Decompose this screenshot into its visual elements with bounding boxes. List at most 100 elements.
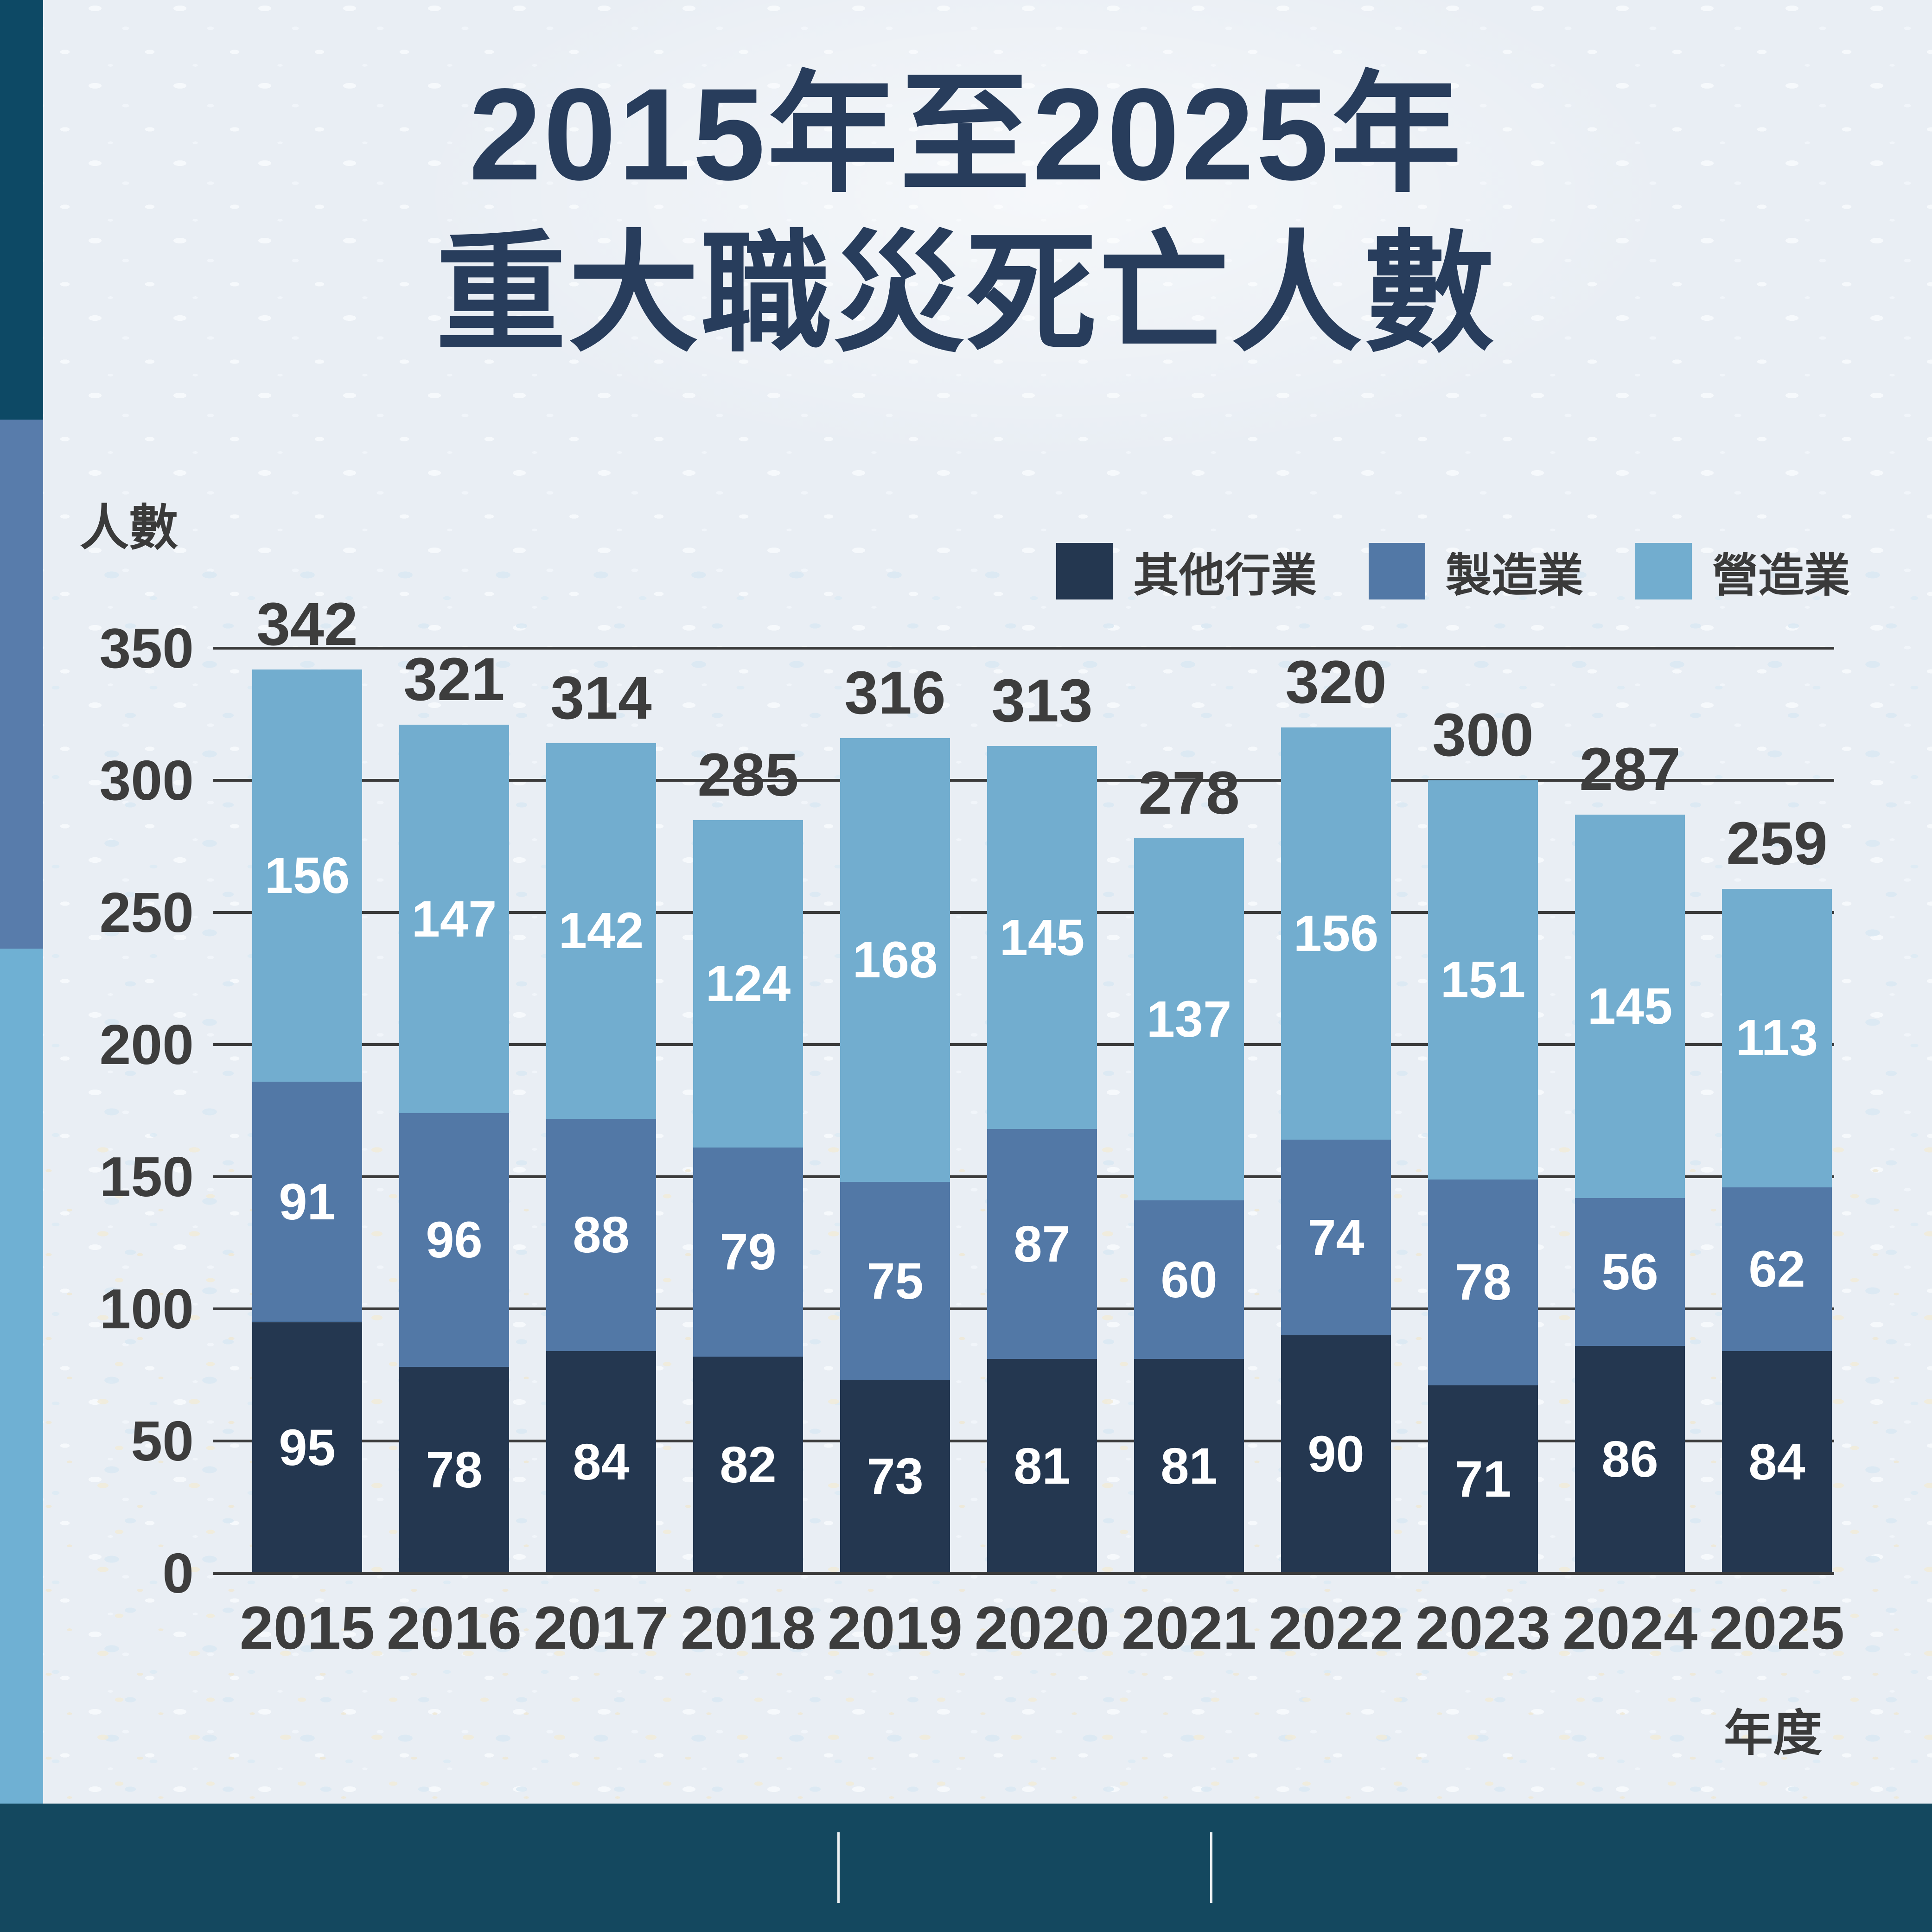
bar-2023-營造業: 151 xyxy=(1428,780,1538,1180)
y-tick-label-100: 100 xyxy=(99,1277,194,1340)
bar-value-label: 82 xyxy=(720,1436,777,1493)
bar-2019-其他行業: 73 xyxy=(840,1380,950,1573)
legend-swatch xyxy=(1635,543,1692,599)
bar-value-label: 145 xyxy=(999,909,1085,966)
y-tick-label-50: 50 xyxy=(131,1409,194,1473)
bar-value-label: 86 xyxy=(1601,1431,1658,1488)
bar-2020-製造業: 87 xyxy=(987,1129,1097,1359)
legend-item-製造業: 製造業 xyxy=(1369,538,1583,605)
bar-value-label: 73 xyxy=(867,1448,924,1505)
bar-2018-營造業: 124 xyxy=(693,820,803,1148)
page-title: 2015年至2025年 重大職災死亡人數 xyxy=(0,55,1932,374)
bar-total-label-2025: 259 xyxy=(1726,809,1828,877)
bar-value-label: 79 xyxy=(720,1223,777,1281)
bar-2021-其他行業: 81 xyxy=(1134,1359,1244,1573)
bar-2015-製造業: 91 xyxy=(252,1081,362,1322)
bar-2021-營造業: 137 xyxy=(1134,838,1244,1201)
bar-2022-其他行業: 90 xyxy=(1281,1335,1391,1573)
page-title-line2: 重大職災死亡人數 xyxy=(435,221,1497,367)
legend: 其他行業 製造業 營造業 xyxy=(1056,538,1850,605)
bar-value-label: 96 xyxy=(426,1211,483,1269)
bar-2022-營造業: 156 xyxy=(1281,727,1391,1140)
y-tick-label-0: 0 xyxy=(162,1542,194,1605)
legend-item-營造業: 營造業 xyxy=(1635,538,1850,605)
bar-2025-營造業: 113 xyxy=(1722,888,1832,1187)
legend-swatch xyxy=(1056,543,1113,599)
bar-2018-製造業: 79 xyxy=(693,1148,803,1357)
bar-2024-其他行業: 86 xyxy=(1575,1345,1685,1573)
bar-2017-其他行業: 84 xyxy=(546,1351,656,1573)
x-axis-line xyxy=(213,1572,1834,1575)
bar-2019-營造業: 168 xyxy=(840,738,950,1182)
left-stripe-blue xyxy=(0,420,43,949)
x-axis-title: 年度 xyxy=(1724,1706,1822,1761)
y-tick-label-200: 200 xyxy=(99,1013,194,1076)
bar-value-label: 113 xyxy=(1735,1009,1818,1067)
bar-value-label: 71 xyxy=(1454,1451,1511,1508)
bar-value-label: 81 xyxy=(1160,1437,1218,1495)
bar-total-label-2017: 314 xyxy=(550,663,652,732)
footer-divider-1 xyxy=(837,1832,840,1903)
footer-bar: SHA 勞動部職業安全衛生署 OCCUPATIONAL SAFETY AND H… xyxy=(0,1804,1932,1932)
bar-value-label: 75 xyxy=(867,1252,924,1310)
bar-2019-製造業: 75 xyxy=(840,1182,950,1380)
legend-item-其他行業: 其他行業 xyxy=(1056,538,1317,605)
bar-2021-製造業: 60 xyxy=(1134,1200,1244,1359)
bar-2017-營造業: 142 xyxy=(546,743,656,1119)
bar-value-label: 56 xyxy=(1601,1243,1658,1301)
bar-2018-其他行業: 82 xyxy=(693,1356,803,1573)
y-axis-title: 人數 xyxy=(80,501,178,555)
bar-value-label: 95 xyxy=(279,1419,336,1476)
y-tick-label-350: 350 xyxy=(99,617,194,680)
bar-value-label: 90 xyxy=(1307,1426,1365,1483)
bar-2016-其他行業: 78 xyxy=(399,1367,509,1573)
y-tick-label-300: 300 xyxy=(99,749,194,812)
y-tick-label-250: 250 xyxy=(99,881,194,944)
bar-value-label: 74 xyxy=(1307,1209,1365,1266)
left-stripe-lightblue xyxy=(0,949,43,1804)
bar-total-label-2021: 278 xyxy=(1138,759,1240,827)
legend-swatch xyxy=(1369,543,1425,599)
bar-value-label: 81 xyxy=(1014,1437,1071,1495)
bar-2015-其他行業: 95 xyxy=(252,1322,362,1573)
bar-2024-製造業: 56 xyxy=(1575,1198,1685,1346)
bar-value-label: 142 xyxy=(558,902,644,960)
bar-value-label: 84 xyxy=(573,1434,630,1491)
bar-value-label: 151 xyxy=(1440,951,1526,1008)
x-tick-label-2025: 2025 xyxy=(1709,1594,1845,1662)
bar-total-label-2020: 313 xyxy=(991,666,1093,734)
bar-value-label: 168 xyxy=(852,931,938,989)
legend-label: 營造業 xyxy=(1712,549,1850,601)
bar-value-label: 84 xyxy=(1748,1434,1805,1491)
bar-value-label: 60 xyxy=(1160,1251,1218,1308)
bar-value-label: 137 xyxy=(1146,991,1232,1048)
bar-value-label: 87 xyxy=(1014,1215,1071,1273)
bar-2022-製造業: 74 xyxy=(1281,1140,1391,1335)
bar-2020-營造業: 145 xyxy=(987,746,1097,1129)
bar-total-label-2018: 285 xyxy=(697,740,799,809)
bar-value-label: 147 xyxy=(411,890,497,948)
bar-value-label: 78 xyxy=(1454,1254,1511,1311)
bar-2015-營造業: 156 xyxy=(252,669,362,1082)
bar-2025-製造業: 62 xyxy=(1722,1187,1832,1352)
legend-label: 製造業 xyxy=(1446,549,1583,601)
bar-value-label: 91 xyxy=(279,1173,336,1231)
bar-2023-製造業: 78 xyxy=(1428,1179,1538,1386)
bar-value-label: 156 xyxy=(1293,905,1379,963)
page-title-line1: 2015年至2025年 xyxy=(469,61,1463,207)
bar-2020-其他行業: 81 xyxy=(987,1359,1097,1573)
footer-divider-2 xyxy=(1210,1832,1212,1903)
bar-value-label: 124 xyxy=(705,955,791,1013)
bar-2024-營造業: 145 xyxy=(1575,815,1685,1198)
bar-value-label: 156 xyxy=(264,847,350,904)
bar-2016-製造業: 96 xyxy=(399,1113,509,1367)
bar-value-label: 78 xyxy=(426,1441,483,1499)
bar-value-label: 62 xyxy=(1748,1240,1805,1298)
bar-total-label-2024: 287 xyxy=(1579,735,1681,803)
bar-2017-製造業: 88 xyxy=(546,1118,656,1352)
bar-2016-營造業: 147 xyxy=(399,725,509,1114)
legend-label: 其他行業 xyxy=(1133,549,1317,601)
bar-2025-其他行業: 84 xyxy=(1722,1351,1832,1573)
bar-value-label: 88 xyxy=(573,1206,630,1263)
